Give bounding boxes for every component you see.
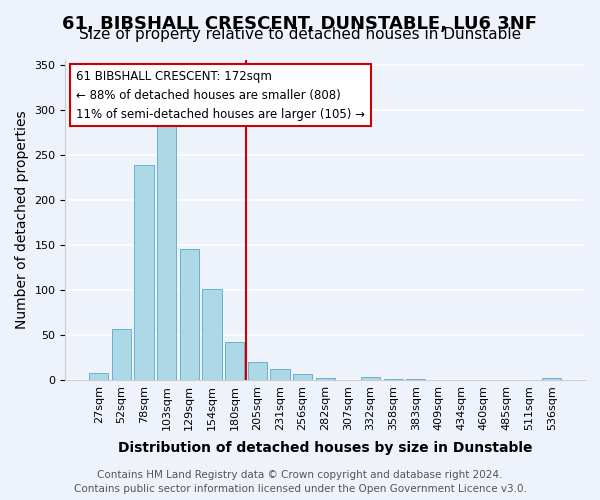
Y-axis label: Number of detached properties: Number of detached properties xyxy=(15,110,29,330)
X-axis label: Distribution of detached houses by size in Dunstable: Distribution of detached houses by size … xyxy=(118,441,532,455)
Bar xyxy=(383,379,403,380)
Bar xyxy=(112,328,131,380)
Bar xyxy=(248,362,267,380)
Text: Size of property relative to detached houses in Dunstable: Size of property relative to detached ho… xyxy=(79,28,521,42)
Bar xyxy=(406,379,425,380)
Bar xyxy=(157,118,176,380)
Bar xyxy=(89,372,108,380)
Bar xyxy=(542,378,562,380)
Bar xyxy=(225,342,244,380)
Text: 61 BIBSHALL CRESCENT: 172sqm
← 88% of detached houses are smaller (808)
11% of s: 61 BIBSHALL CRESCENT: 172sqm ← 88% of de… xyxy=(76,70,365,120)
Bar xyxy=(316,378,335,380)
Bar xyxy=(293,374,312,380)
Bar xyxy=(202,289,221,380)
Text: 61, BIBSHALL CRESCENT, DUNSTABLE, LU6 3NF: 61, BIBSHALL CRESCENT, DUNSTABLE, LU6 3N… xyxy=(62,15,538,33)
Text: Contains HM Land Registry data © Crown copyright and database right 2024.
Contai: Contains HM Land Registry data © Crown c… xyxy=(74,470,526,494)
Bar xyxy=(134,166,154,380)
Bar xyxy=(179,249,199,380)
Bar xyxy=(270,369,290,380)
Bar xyxy=(361,377,380,380)
